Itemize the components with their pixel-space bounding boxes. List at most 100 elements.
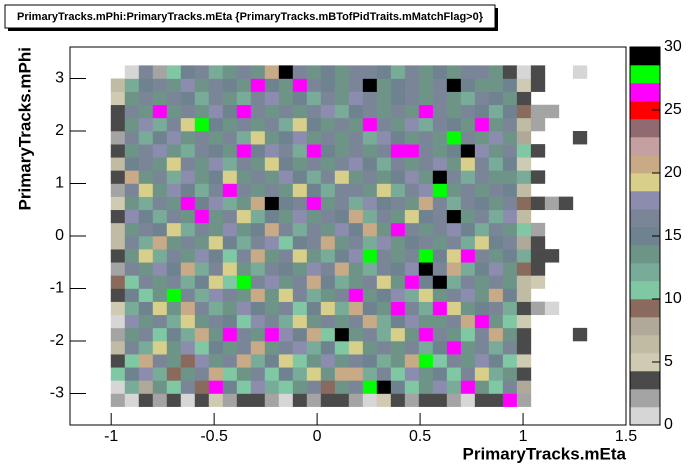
color-bar-step [630,191,660,210]
cell [390,183,406,197]
cell [278,354,294,368]
cell [418,222,434,237]
cell [292,170,308,184]
cell [460,301,476,316]
cell [264,104,280,119]
cell [446,131,462,145]
cell [138,131,154,145]
cell [124,301,140,316]
cell [194,170,210,184]
cell [348,301,364,316]
cell [418,262,434,276]
cell [474,131,490,145]
cell [446,170,462,184]
cell [208,131,224,145]
cell [264,301,280,316]
cell [334,341,350,355]
cell [362,209,378,224]
cell [516,222,532,237]
cell [320,301,336,316]
cell [334,104,350,119]
cell [124,393,140,407]
cell [138,65,154,79]
cell [334,301,350,316]
color-bar-step [630,263,660,282]
color-bar-step [630,317,660,336]
cell [124,91,140,106]
cell [418,196,434,211]
cell [516,314,532,329]
cell [348,117,364,132]
cell [208,301,224,316]
cell [292,222,308,237]
cell [390,144,406,158]
cell [236,327,252,342]
cell [236,314,252,329]
cell [236,236,252,250]
cell [446,249,462,263]
cell [208,183,224,197]
cell [110,170,126,184]
cell [516,157,532,171]
cell [250,262,266,276]
cell [334,327,350,342]
cell [362,144,378,158]
color-bar-step [630,353,660,372]
cell [320,341,336,355]
cell [446,65,462,79]
cell [306,393,322,407]
cell [390,65,406,79]
cell [390,209,406,224]
cell [250,288,266,302]
cell [208,104,224,119]
cell [306,262,322,276]
cell [418,354,434,368]
cell [110,327,126,342]
cell [460,104,476,119]
cell [460,170,476,184]
cell [306,104,322,119]
cell [418,170,434,184]
cell [208,209,224,224]
cell [488,131,504,145]
cell [376,222,392,237]
cell [194,91,210,106]
cell [264,78,280,92]
cell [236,301,252,316]
cell [320,393,336,407]
cell [460,327,476,342]
cell [404,288,420,302]
cell [488,157,504,171]
cell [474,275,490,289]
cell [250,367,266,381]
cell [166,380,182,394]
cell [264,327,280,342]
cell [446,314,462,329]
cell [432,341,448,355]
chart-title: PrimaryTracks.mPhi:PrimaryTracks.mEta {P… [17,11,484,23]
cell [320,117,336,132]
cell [390,327,406,342]
cell [460,393,476,407]
cell [474,157,490,171]
cell [110,288,126,302]
cell [292,91,308,106]
cell [390,288,406,302]
cell [250,327,266,342]
z-tick-label: 10 [664,290,682,307]
cell [376,236,392,250]
cell [390,354,406,368]
cell [488,393,504,407]
cell [278,314,294,329]
cell [348,104,364,119]
cell [516,117,532,132]
cell [152,249,168,263]
cell [446,393,462,407]
cell [432,65,448,79]
cell [530,196,546,211]
cell [306,157,322,171]
cell [404,314,420,329]
cell [194,144,210,158]
cell [502,78,518,92]
cell [320,222,336,237]
